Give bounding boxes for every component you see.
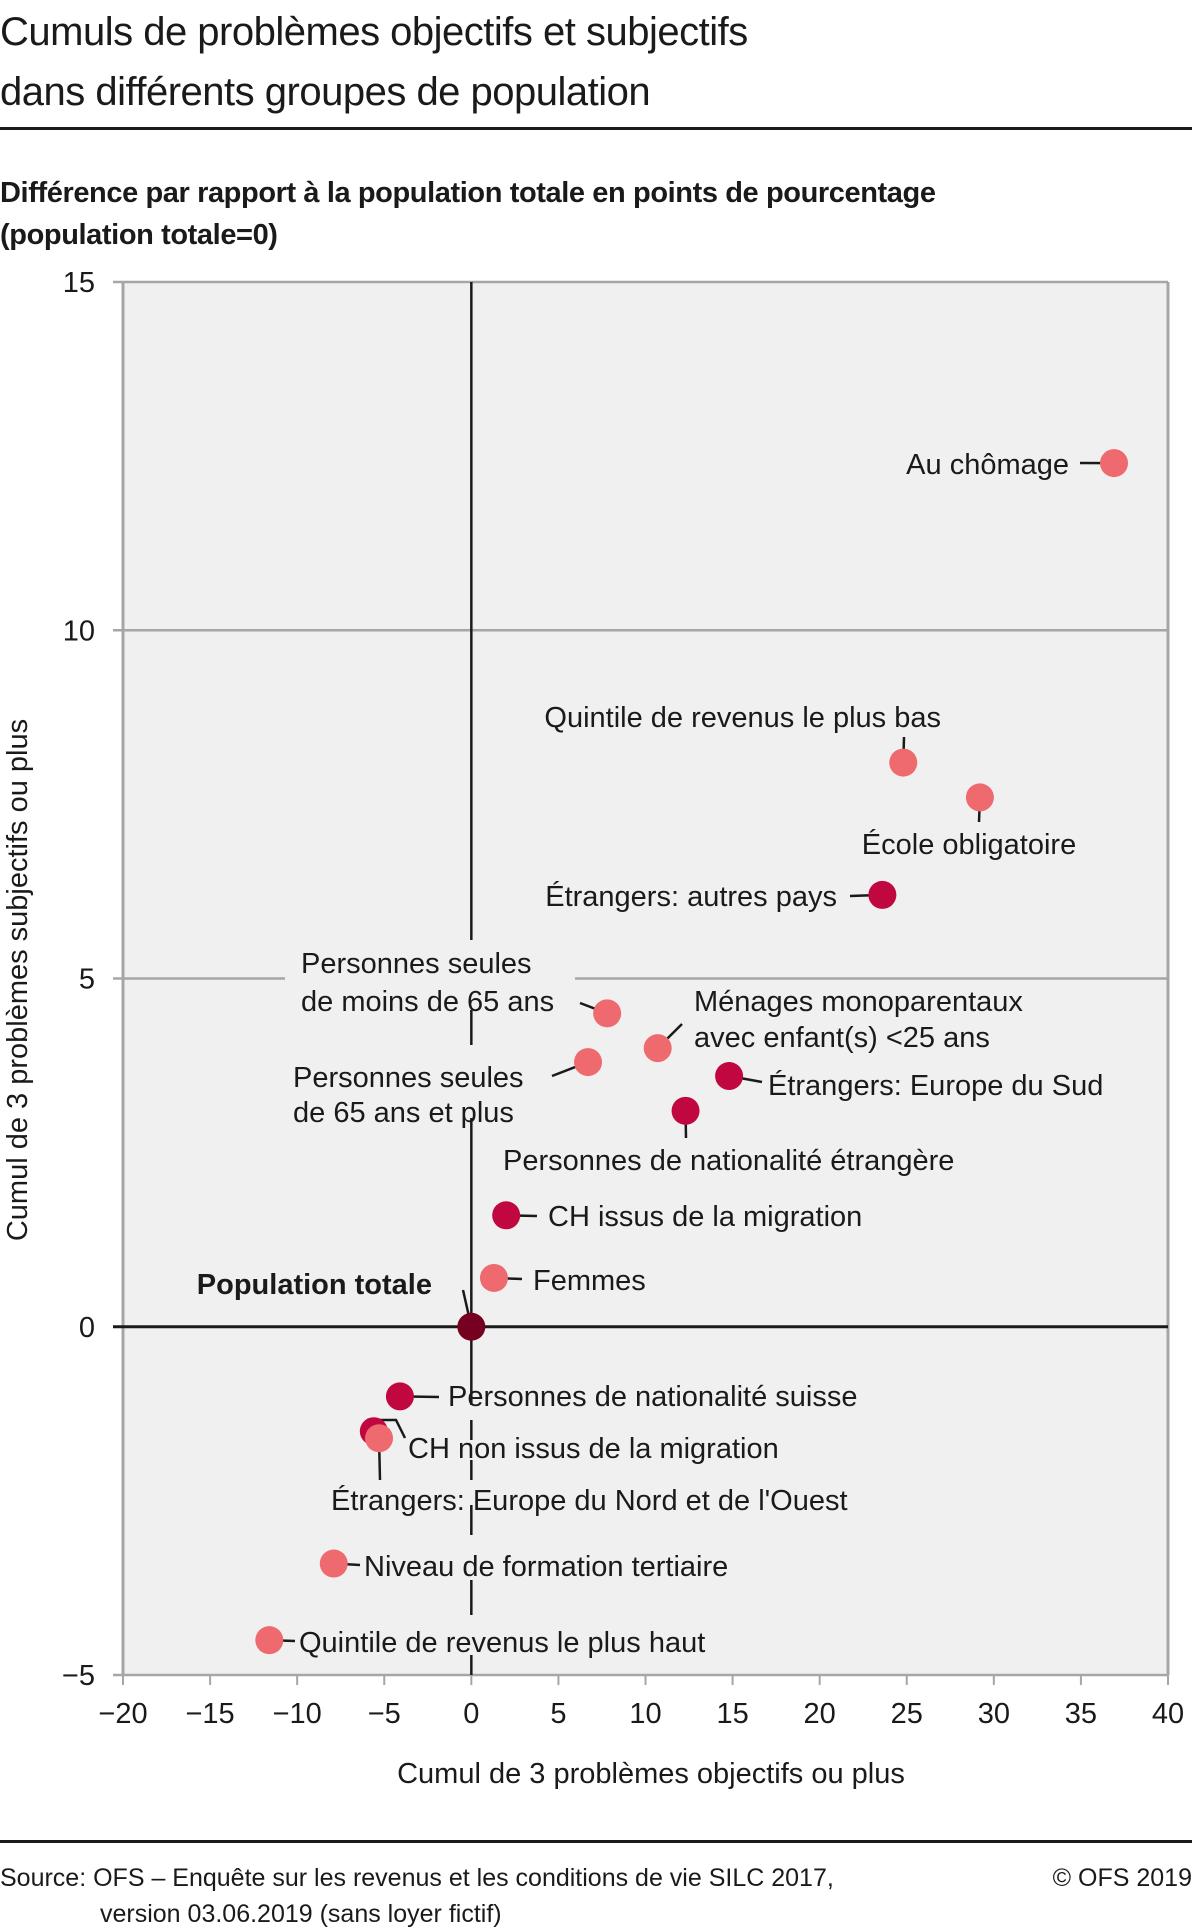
x-tick-label: 30 [978, 1698, 1010, 1730]
data-point [889, 749, 917, 777]
x-axis-title: Cumul de 3 problèmes objectifs ou plus [397, 1758, 905, 1790]
data-label: Étrangers: Europe du Sud [768, 1069, 1103, 1102]
x-tick-label: 40 [1152, 1698, 1184, 1730]
x-tick-label: 10 [629, 1698, 661, 1730]
data-label-line: de 65 ans et plus [293, 1097, 514, 1129]
source-line-2: version 03.06.2019 (sans loyer fictif) [0, 1896, 834, 1932]
source-line-1: Source: OFS – Enquête sur les revenus et… [0, 1864, 834, 1892]
data-label-line: Personnes seules [301, 948, 532, 980]
x-tick-label: −20 [98, 1698, 147, 1730]
copyright: © OFS 2019 [1053, 1860, 1192, 1896]
y-axis-title: Cumul de 3 problèmes subjectifs ou plus [2, 719, 34, 1241]
data-label-line: de moins de 65 ans [301, 986, 554, 1018]
x-tick-label: −5 [368, 1698, 401, 1730]
data-point [457, 1313, 485, 1341]
x-tick-label: 35 [1065, 1698, 1097, 1730]
x-tick-label: −15 [185, 1698, 234, 1730]
data-label: CH issus de la migration [548, 1201, 862, 1233]
data-label: École obligatoire [862, 828, 1076, 861]
data-point [644, 1034, 672, 1062]
data-label: Personnes de nationalité étrangère [503, 1145, 954, 1177]
data-point [574, 1048, 602, 1076]
data-point [255, 1626, 283, 1654]
data-label: Étrangers: Europe du Nord et de l'Ouest [331, 1484, 848, 1517]
data-point [966, 783, 994, 811]
x-tick-label: 25 [891, 1698, 923, 1730]
y-tick-label: 10 [63, 615, 95, 647]
x-tick-label: 5 [550, 1698, 566, 1730]
data-label-line: avec enfant(s) <25 ans [694, 1022, 990, 1054]
data-point [593, 999, 621, 1027]
data-label: Quintile de revenus le plus haut [299, 1627, 705, 1659]
data-point [715, 1062, 743, 1090]
y-tick-label: 0 [79, 1312, 95, 1344]
data-label: Quintile de revenus le plus bas [544, 702, 941, 734]
data-point [868, 881, 896, 909]
y-tick-label: 5 [79, 964, 95, 996]
data-label: Population totale [197, 1269, 432, 1301]
data-point [386, 1382, 414, 1410]
data-label: Personnes de nationalité suisse [448, 1381, 857, 1413]
x-tick-label: 20 [804, 1698, 836, 1730]
x-tick-label: 0 [463, 1698, 479, 1730]
y-tick-label: 15 [63, 267, 95, 299]
source-note: Source: OFS – Enquête sur les revenus et… [0, 1860, 834, 1932]
data-label: Femmes [533, 1265, 646, 1297]
x-tick-label: 15 [716, 1698, 748, 1730]
data-label-line: Ménages monoparentaux [694, 986, 1023, 1018]
data-label: Étrangers: autres pays [545, 880, 837, 913]
data-label: Au chômage [906, 449, 1069, 481]
scatter-chart: Au chômage Quintile de revenus le plus ba… [0, 0, 1194, 1830]
data-point [492, 1201, 520, 1229]
data-point [1100, 449, 1128, 477]
data-label-line: Personnes seules [293, 1062, 524, 1094]
data-point [672, 1097, 700, 1125]
data-point [480, 1264, 508, 1292]
data-label: Niveau de formation tertiaire [364, 1551, 728, 1583]
y-tick-label: −5 [62, 1660, 95, 1692]
data-label: CH non issus de la migration [408, 1433, 779, 1465]
x-tick-label: −10 [273, 1698, 322, 1730]
footer-divider [0, 1840, 1192, 1843]
data-point [320, 1550, 348, 1578]
data-point [365, 1424, 393, 1452]
